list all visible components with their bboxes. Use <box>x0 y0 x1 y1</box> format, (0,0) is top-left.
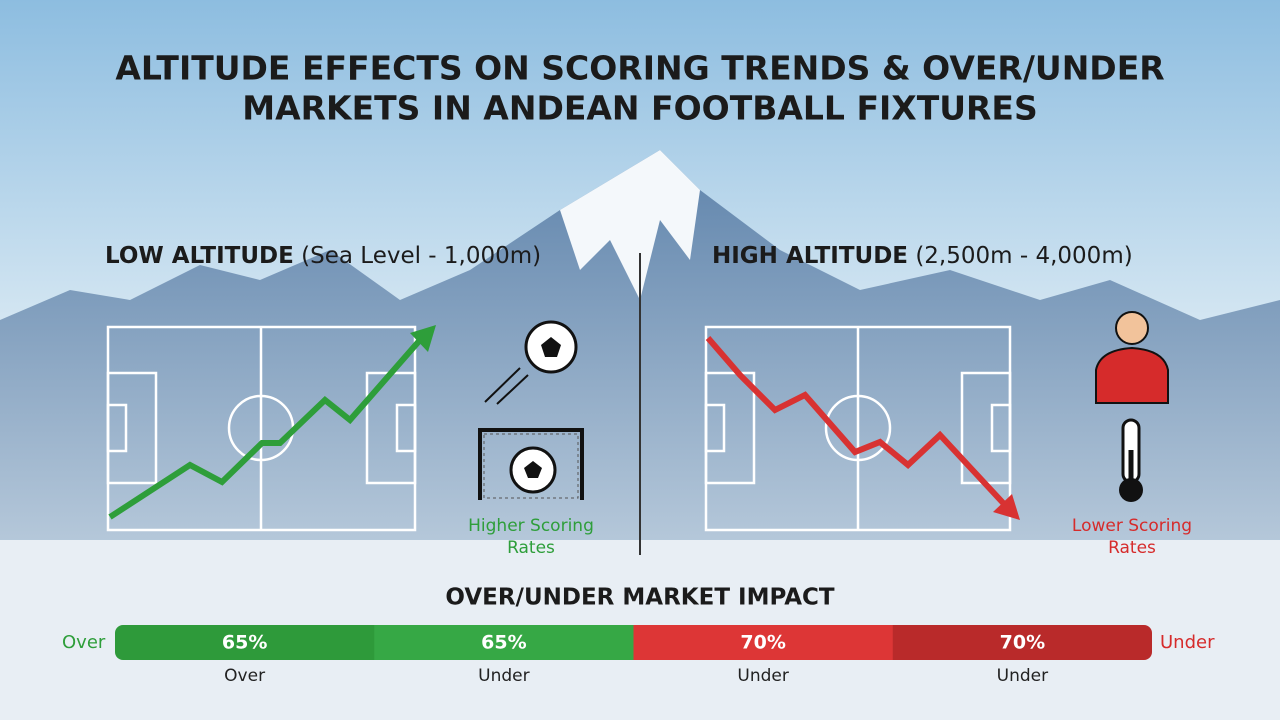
title: MARKETS IN ANDEAN FOOTBALL FIXTURES <box>242 89 1037 128</box>
thermometer-icon <box>1119 418 1143 502</box>
player-icon <box>1095 311 1169 404</box>
segment-label: 65% <box>481 632 526 654</box>
caption: Lower Scoring <box>1072 516 1192 536</box>
caption: Rates <box>1108 538 1156 558</box>
market-title: OVER/UNDER MARKET IMPACT <box>445 585 835 611</box>
arrow-head <box>993 494 1020 520</box>
pitch <box>704 325 1012 532</box>
ball-icon <box>484 320 578 405</box>
segment-caption: Under <box>997 666 1048 686</box>
market-bar: 65% Over 65% Under 70% Under 70% Under <box>115 625 1152 686</box>
bar-segment <box>892 625 1152 660</box>
segment-label: 70% <box>1000 632 1045 654</box>
rising-trend <box>108 338 423 520</box>
panel-heading: LOW ALTITUDE (Sea Level - 1,000m) <box>105 243 541 269</box>
falling-trend <box>705 336 1008 508</box>
segment-caption: Under <box>737 666 788 686</box>
bar-segment <box>374 625 634 660</box>
market-left-label: Over <box>62 632 106 653</box>
segment-label: 70% <box>740 632 785 654</box>
market-right-label: Under <box>1160 632 1215 653</box>
title: ALTITUDE EFFECTS ON SCORING TRENDS & OVE… <box>115 49 1164 88</box>
segment-label: 65% <box>222 632 267 654</box>
arrow-head <box>410 325 436 352</box>
segment-caption: Under <box>478 666 529 686</box>
panel-heading: HIGH ALTITUDE (2,500m - 4,000m) <box>712 243 1133 269</box>
caption: Rates <box>507 538 555 558</box>
bar-segment <box>633 625 894 660</box>
caption: Higher Scoring <box>468 516 594 536</box>
pitch <box>106 325 417 532</box>
snow <box>560 150 700 300</box>
bar-segment <box>115 625 375 660</box>
goal-icon <box>478 428 584 500</box>
segment-caption: Over <box>224 666 265 686</box>
